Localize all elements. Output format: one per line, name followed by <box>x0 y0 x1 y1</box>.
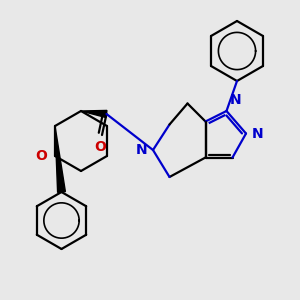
Text: O: O <box>94 140 106 154</box>
Text: N: N <box>135 143 147 157</box>
Polygon shape <box>55 126 65 192</box>
Polygon shape <box>81 110 107 118</box>
Text: N: N <box>252 127 264 140</box>
Text: O: O <box>36 149 47 163</box>
Text: N: N <box>230 92 241 106</box>
